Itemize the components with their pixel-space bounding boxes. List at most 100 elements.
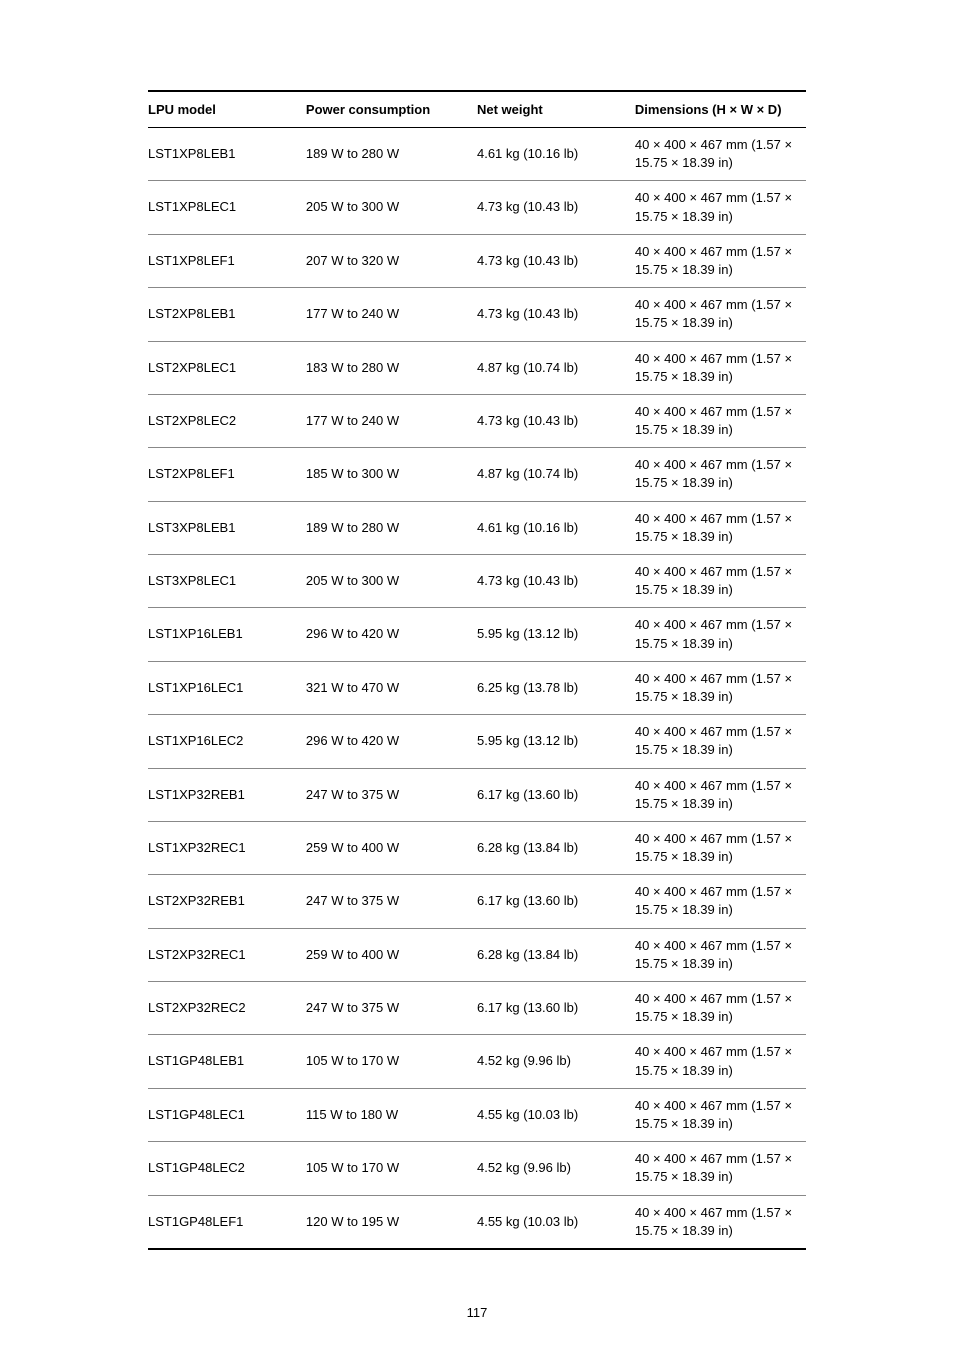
- cell-dimensions: 40 × 400 × 467 mm (1.57 × 15.75 × 18.39 …: [635, 1035, 806, 1088]
- cell-weight: 4.87 kg (10.74 lb): [477, 341, 635, 394]
- cell-power: 189 W to 280 W: [306, 501, 477, 554]
- cell-power: 259 W to 400 W: [306, 821, 477, 874]
- cell-model: LST2XP32REC2: [148, 982, 306, 1035]
- cell-dimensions: 40 × 400 × 467 mm (1.57 × 15.75 × 18.39 …: [635, 875, 806, 928]
- cell-model: LST1GP48LEC2: [148, 1142, 306, 1195]
- cell-power: 120 W to 195 W: [306, 1195, 477, 1249]
- cell-weight: 4.55 kg (10.03 lb): [477, 1195, 635, 1249]
- cell-power: 321 W to 470 W: [306, 661, 477, 714]
- cell-model: LST1XP8LEC1: [148, 181, 306, 234]
- header-power: Power consumption: [306, 91, 477, 128]
- cell-dimensions: 40 × 400 × 467 mm (1.57 × 15.75 × 18.39 …: [635, 715, 806, 768]
- table-row: LST1XP16LEC2296 W to 420 W5.95 kg (13.12…: [148, 715, 806, 768]
- header-model: LPU model: [148, 91, 306, 128]
- table-row: LST1GP48LEB1105 W to 170 W4.52 kg (9.96 …: [148, 1035, 806, 1088]
- cell-dimensions: 40 × 400 × 467 mm (1.57 × 15.75 × 18.39 …: [635, 1195, 806, 1249]
- cell-weight: 4.73 kg (10.43 lb): [477, 234, 635, 287]
- cell-dimensions: 40 × 400 × 467 mm (1.57 × 15.75 × 18.39 …: [635, 555, 806, 608]
- table-row: LST1XP8LEF1207 W to 320 W4.73 kg (10.43 …: [148, 234, 806, 287]
- cell-model: LST1XP32REC1: [148, 821, 306, 874]
- cell-weight: 4.73 kg (10.43 lb): [477, 181, 635, 234]
- cell-dimensions: 40 × 400 × 467 mm (1.57 × 15.75 × 18.39 …: [635, 1142, 806, 1195]
- table-row: LST2XP8LEC1183 W to 280 W4.87 kg (10.74 …: [148, 341, 806, 394]
- cell-power: 247 W to 375 W: [306, 982, 477, 1035]
- cell-dimensions: 40 × 400 × 467 mm (1.57 × 15.75 × 18.39 …: [635, 982, 806, 1035]
- cell-model: LST2XP32REC1: [148, 928, 306, 981]
- cell-model: LST1GP48LEF1: [148, 1195, 306, 1249]
- cell-model: LST2XP8LEF1: [148, 448, 306, 501]
- cell-weight: 4.87 kg (10.74 lb): [477, 448, 635, 501]
- header-weight: Net weight: [477, 91, 635, 128]
- table-row: LST3XP8LEC1205 W to 300 W4.73 kg (10.43 …: [148, 555, 806, 608]
- table-row: LST2XP8LEF1185 W to 300 W4.87 kg (10.74 …: [148, 448, 806, 501]
- cell-weight: 4.52 kg (9.96 lb): [477, 1142, 635, 1195]
- table-row: LST1XP16LEC1321 W to 470 W6.25 kg (13.78…: [148, 661, 806, 714]
- spec-table: LPU model Power consumption Net weight D…: [148, 90, 806, 1250]
- table-row: LST1GP48LEC1115 W to 180 W4.55 kg (10.03…: [148, 1088, 806, 1141]
- cell-model: LST1XP16LEB1: [148, 608, 306, 661]
- cell-dimensions: 40 × 400 × 467 mm (1.57 × 15.75 × 18.39 …: [635, 501, 806, 554]
- cell-model: LST1GP48LEC1: [148, 1088, 306, 1141]
- cell-power: 247 W to 375 W: [306, 768, 477, 821]
- cell-model: LST1XP32REB1: [148, 768, 306, 821]
- cell-model: LST2XP8LEC1: [148, 341, 306, 394]
- cell-power: 296 W to 420 W: [306, 715, 477, 768]
- table-row: LST2XP32REC2247 W to 375 W6.17 kg (13.60…: [148, 982, 806, 1035]
- cell-dimensions: 40 × 400 × 467 mm (1.57 × 15.75 × 18.39 …: [635, 288, 806, 341]
- cell-model: LST2XP8LEC2: [148, 394, 306, 447]
- cell-power: 296 W to 420 W: [306, 608, 477, 661]
- cell-dimensions: 40 × 400 × 467 mm (1.57 × 15.75 × 18.39 …: [635, 234, 806, 287]
- cell-power: 183 W to 280 W: [306, 341, 477, 394]
- table-row: LST1XP32REB1247 W to 375 W6.17 kg (13.60…: [148, 768, 806, 821]
- cell-weight: 6.28 kg (13.84 lb): [477, 821, 635, 874]
- cell-weight: 6.28 kg (13.84 lb): [477, 928, 635, 981]
- cell-dimensions: 40 × 400 × 467 mm (1.57 × 15.75 × 18.39 …: [635, 448, 806, 501]
- table-row: LST1XP8LEB1189 W to 280 W4.61 kg (10.16 …: [148, 128, 806, 181]
- cell-dimensions: 40 × 400 × 467 mm (1.57 × 15.75 × 18.39 …: [635, 394, 806, 447]
- cell-power: 177 W to 240 W: [306, 394, 477, 447]
- table-row: LST2XP32REB1247 W to 375 W6.17 kg (13.60…: [148, 875, 806, 928]
- cell-dimensions: 40 × 400 × 467 mm (1.57 × 15.75 × 18.39 …: [635, 661, 806, 714]
- cell-model: LST2XP8LEB1: [148, 288, 306, 341]
- cell-model: LST1XP8LEB1: [148, 128, 306, 181]
- cell-power: 115 W to 180 W: [306, 1088, 477, 1141]
- cell-model: LST1XP16LEC1: [148, 661, 306, 714]
- cell-weight: 6.17 kg (13.60 lb): [477, 982, 635, 1035]
- table-row: LST2XP8LEB1177 W to 240 W4.73 kg (10.43 …: [148, 288, 806, 341]
- cell-power: 177 W to 240 W: [306, 288, 477, 341]
- cell-model: LST1GP48LEB1: [148, 1035, 306, 1088]
- page-number: 117: [148, 1305, 806, 1320]
- cell-weight: 5.95 kg (13.12 lb): [477, 715, 635, 768]
- cell-power: 105 W to 170 W: [306, 1035, 477, 1088]
- table-row: LST1GP48LEF1120 W to 195 W4.55 kg (10.03…: [148, 1195, 806, 1249]
- cell-dimensions: 40 × 400 × 467 mm (1.57 × 15.75 × 18.39 …: [635, 1088, 806, 1141]
- cell-weight: 4.61 kg (10.16 lb): [477, 128, 635, 181]
- cell-model: LST1XP16LEC2: [148, 715, 306, 768]
- cell-weight: 4.55 kg (10.03 lb): [477, 1088, 635, 1141]
- cell-weight: 5.95 kg (13.12 lb): [477, 608, 635, 661]
- table-row: LST2XP32REC1259 W to 400 W6.28 kg (13.84…: [148, 928, 806, 981]
- cell-model: LST1XP8LEF1: [148, 234, 306, 287]
- cell-model: LST3XP8LEB1: [148, 501, 306, 554]
- cell-dimensions: 40 × 400 × 467 mm (1.57 × 15.75 × 18.39 …: [635, 821, 806, 874]
- cell-dimensions: 40 × 400 × 467 mm (1.57 × 15.75 × 18.39 …: [635, 768, 806, 821]
- cell-weight: 6.25 kg (13.78 lb): [477, 661, 635, 714]
- cell-weight: 4.61 kg (10.16 lb): [477, 501, 635, 554]
- cell-weight: 4.52 kg (9.96 lb): [477, 1035, 635, 1088]
- table-row: LST2XP8LEC2177 W to 240 W4.73 kg (10.43 …: [148, 394, 806, 447]
- cell-weight: 6.17 kg (13.60 lb): [477, 768, 635, 821]
- cell-power: 247 W to 375 W: [306, 875, 477, 928]
- cell-weight: 4.73 kg (10.43 lb): [477, 288, 635, 341]
- cell-power: 105 W to 170 W: [306, 1142, 477, 1195]
- cell-power: 207 W to 320 W: [306, 234, 477, 287]
- cell-model: LST2XP32REB1: [148, 875, 306, 928]
- cell-model: LST3XP8LEC1: [148, 555, 306, 608]
- table-row: LST1XP16LEB1296 W to 420 W5.95 kg (13.12…: [148, 608, 806, 661]
- cell-power: 205 W to 300 W: [306, 555, 477, 608]
- table-header-row: LPU model Power consumption Net weight D…: [148, 91, 806, 128]
- header-dimensions: Dimensions (H × W × D): [635, 91, 806, 128]
- table-row: LST1XP32REC1259 W to 400 W6.28 kg (13.84…: [148, 821, 806, 874]
- cell-dimensions: 40 × 400 × 467 mm (1.57 × 15.75 × 18.39 …: [635, 928, 806, 981]
- cell-weight: 4.73 kg (10.43 lb): [477, 555, 635, 608]
- cell-power: 205 W to 300 W: [306, 181, 477, 234]
